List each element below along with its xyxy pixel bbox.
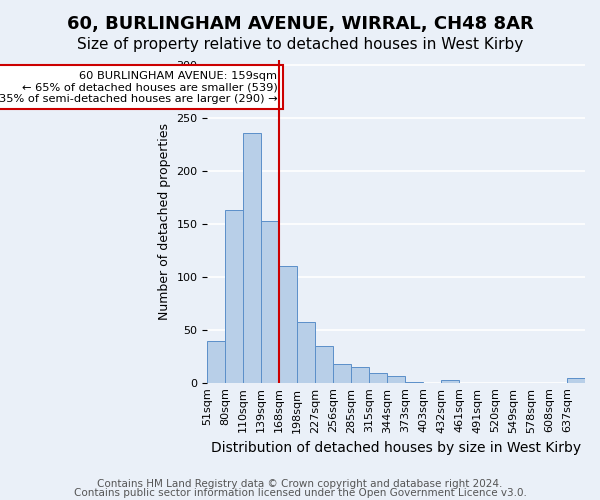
Text: 60, BURLINGHAM AVENUE, WIRRAL, CH48 8AR: 60, BURLINGHAM AVENUE, WIRRAL, CH48 8AR bbox=[67, 15, 533, 33]
Bar bbox=[441, 380, 459, 382]
X-axis label: Distribution of detached houses by size in West Kirby: Distribution of detached houses by size … bbox=[211, 441, 581, 455]
Bar bbox=[387, 376, 405, 382]
Text: Contains HM Land Registry data © Crown copyright and database right 2024.: Contains HM Land Registry data © Crown c… bbox=[97, 479, 503, 489]
Bar bbox=[279, 266, 297, 382]
Bar bbox=[208, 342, 226, 382]
Bar bbox=[369, 373, 387, 382]
Bar bbox=[567, 378, 585, 382]
Bar bbox=[226, 210, 244, 382]
Bar bbox=[351, 367, 369, 382]
Text: Contains public sector information licensed under the Open Government Licence v3: Contains public sector information licen… bbox=[74, 488, 526, 498]
Y-axis label: Number of detached properties: Number of detached properties bbox=[158, 123, 171, 320]
Bar bbox=[333, 364, 351, 382]
Bar bbox=[244, 133, 261, 382]
Bar bbox=[297, 322, 315, 382]
Bar bbox=[261, 221, 279, 382]
Text: Size of property relative to detached houses in West Kirby: Size of property relative to detached ho… bbox=[77, 38, 523, 52]
Text: 60 BURLINGHAM AVENUE: 159sqm
← 65% of detached houses are smaller (539)
35% of s: 60 BURLINGHAM AVENUE: 159sqm ← 65% of de… bbox=[0, 70, 277, 104]
Bar bbox=[315, 346, 333, 383]
